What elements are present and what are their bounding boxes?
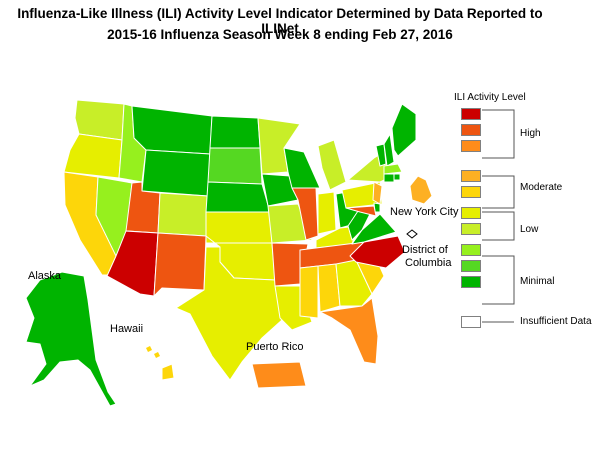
state-GA[interactable] bbox=[335, 259, 373, 307]
state-ME[interactable] bbox=[391, 103, 417, 157]
map-title: Influenza-Like Illness (ILI) Activity Le… bbox=[17, 6, 543, 36]
label-dc-line2: Columbia bbox=[405, 257, 452, 269]
label-hawaii: Hawaii bbox=[110, 323, 143, 335]
legend-label-insufficient: Insufficient Data bbox=[520, 316, 592, 327]
state-RI[interactable] bbox=[393, 173, 401, 181]
state-MS[interactable] bbox=[299, 265, 319, 319]
legend-swatch-level-5 bbox=[461, 207, 481, 219]
legend-swatch-level-4 bbox=[461, 223, 481, 235]
legend-swatch-level-9 bbox=[461, 124, 481, 136]
map-subtitle: 2015-16 Influenza Season Week 8 ending F… bbox=[107, 27, 453, 42]
legend-swatch-level-2 bbox=[461, 260, 481, 272]
legend-label-low: Low bbox=[520, 224, 539, 235]
state-TX[interactable] bbox=[175, 246, 283, 381]
state-MI[interactable] bbox=[317, 139, 347, 191]
legend-label-moderate: Moderate bbox=[520, 182, 563, 193]
state-VT[interactable] bbox=[375, 143, 387, 167]
state-HI[interactable] bbox=[161, 363, 175, 381]
legend-swatch-level-0 bbox=[461, 316, 481, 328]
legend-title: ILI Activity Level bbox=[454, 92, 526, 103]
hawaii-island-small-2 bbox=[154, 352, 160, 358]
legend-swatch-level-3 bbox=[461, 244, 481, 256]
legend-swatch-level-1 bbox=[461, 276, 481, 288]
legend-label-minimal: Minimal bbox=[520, 276, 555, 287]
state-AK[interactable] bbox=[25, 271, 117, 407]
state-CT[interactable] bbox=[383, 173, 395, 183]
state-MD[interactable] bbox=[345, 205, 377, 217]
label-alaska: Alaska bbox=[28, 270, 62, 282]
label-dc-line1: District of bbox=[402, 244, 449, 256]
label-puerto-rico: Puerto Rico bbox=[246, 341, 303, 353]
state-MA[interactable] bbox=[383, 163, 403, 175]
state-NM[interactable] bbox=[153, 232, 207, 297]
city-NYC[interactable] bbox=[409, 175, 433, 205]
legend-swatch-level-7 bbox=[461, 170, 481, 182]
state-PA[interactable] bbox=[341, 181, 383, 209]
legend-swatch-level-8 bbox=[461, 140, 481, 152]
legend-label-high: High bbox=[520, 128, 541, 139]
territory-PR[interactable] bbox=[251, 361, 307, 389]
state-IL[interactable] bbox=[291, 187, 319, 241]
state-OR[interactable] bbox=[63, 133, 123, 179]
hawaii-island-small bbox=[146, 346, 152, 352]
state-FL[interactable] bbox=[319, 297, 379, 365]
legend-swatch-level-10 bbox=[461, 108, 481, 120]
state-DC[interactable] bbox=[406, 229, 418, 239]
legend-swatch-level-6 bbox=[461, 186, 481, 198]
state-NH[interactable] bbox=[383, 133, 395, 167]
label-new-york-city: New York City bbox=[390, 206, 459, 218]
